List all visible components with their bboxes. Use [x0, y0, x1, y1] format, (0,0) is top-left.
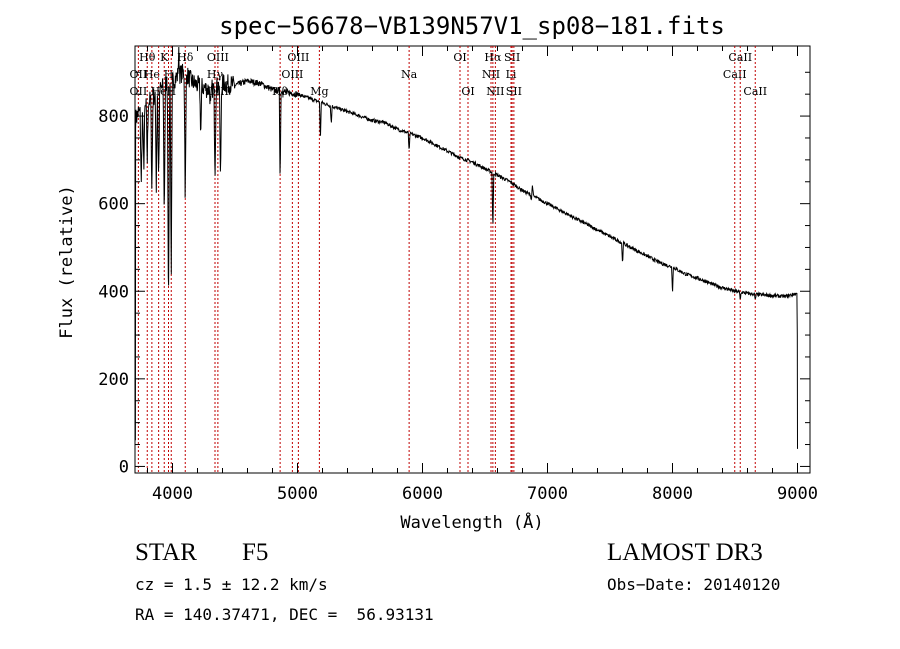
line-marker-label: K [160, 51, 169, 64]
line-marker-label: Hα [484, 51, 502, 64]
object-subclass: F5 [242, 539, 269, 566]
line-marker-label: CaII [723, 68, 747, 81]
x-tick-label: 4000 [152, 484, 193, 504]
axis-ticks: 4000 5000 6000 7000 8000 9000 0 200 400 600 800 [98, 46, 818, 504]
line-marker-label: H [164, 68, 174, 81]
line-marker-label: OIII [287, 51, 309, 64]
survey-name: LAMOST DR3 [607, 539, 763, 566]
y-axis-label: Flux (relative) [57, 185, 77, 339]
redshift-cz: cz = 1.5 ± 12.2 km/s [135, 575, 328, 594]
line-marker-label: Hθ [139, 51, 156, 64]
x-tick-label: 6000 [402, 484, 443, 504]
line-marker-label: OII [130, 85, 148, 98]
obs-date: Obs−Date: 20140120 [607, 575, 781, 594]
x-tick-label: 8000 [652, 484, 693, 504]
x-tick-label: 5000 [277, 484, 318, 504]
line-marker-label: OI [461, 85, 474, 98]
line-marker-label: OI [453, 51, 466, 64]
x-tick-label: 9000 [777, 484, 818, 504]
line-marker-label: Hδ [177, 51, 194, 64]
line-marker-label: Mg [310, 85, 328, 98]
spectrum-line [134, 46, 798, 449]
line-marker-label: Li [506, 68, 517, 81]
line-marker-label: OIII [281, 68, 303, 81]
line-marker-label: SII [506, 85, 522, 98]
line-marker-label: Hγ [207, 68, 224, 81]
line-marker-label: OIII [207, 51, 229, 64]
y-tick-label: 400 [98, 282, 129, 302]
line-marker-label: H [166, 85, 176, 98]
line-marker-label: NII [486, 85, 504, 98]
y-tick-label: 0 [119, 457, 129, 477]
line-marker-label: CaII [743, 85, 767, 98]
y-tick-label: 600 [98, 195, 129, 215]
object-class: STAR [135, 539, 197, 566]
line-marker-label: CaII [728, 51, 752, 64]
x-axis-label: Wavelength (Å) [400, 511, 543, 533]
line-marker-label: He [144, 68, 160, 81]
line-marker-label: OII [130, 68, 148, 81]
chart-title: spec−56678−VB139N57V1_sp08−181.fits [219, 12, 725, 40]
line-marker-label: SII [504, 51, 520, 64]
y-tick-label: 800 [98, 107, 129, 127]
line-marker-label: NII [482, 68, 500, 81]
plot-frame [134, 45, 811, 474]
coordinates: RA = 140.37471, DEC = 56.93131 [135, 605, 434, 624]
y-tick-label: 200 [98, 370, 129, 390]
line-marker-label: Na [401, 68, 418, 81]
x-tick-label: 7000 [527, 484, 568, 504]
